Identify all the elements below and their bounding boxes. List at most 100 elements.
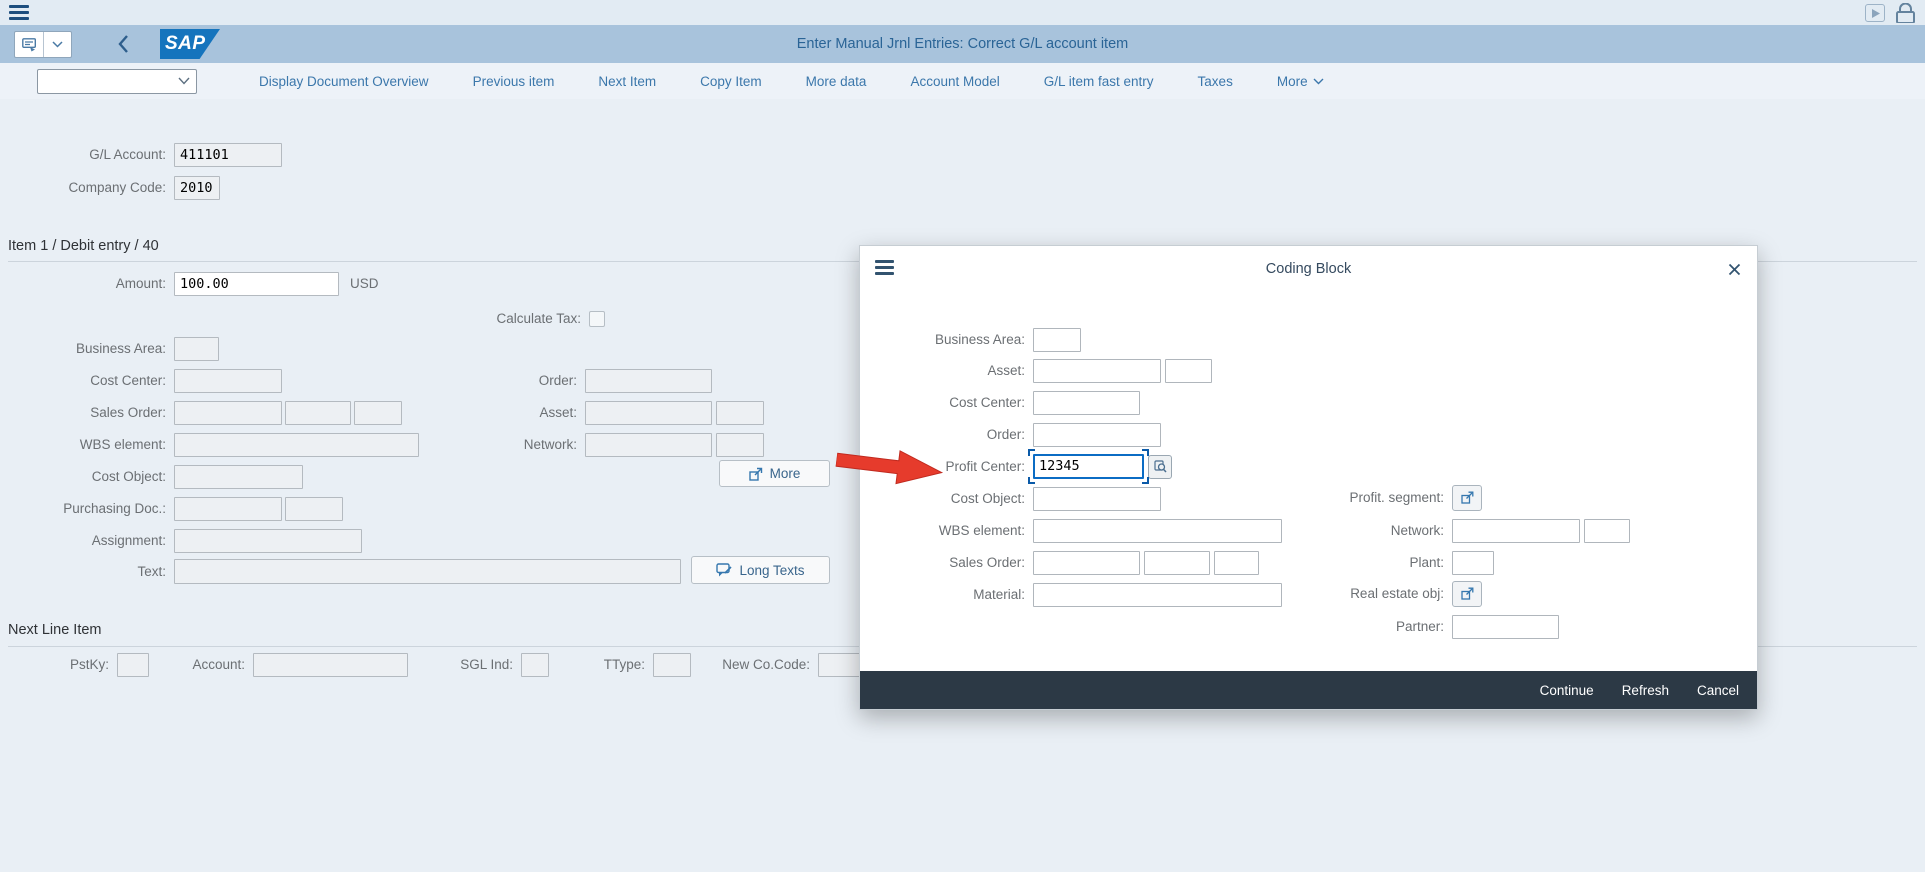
assignment-field[interactable] [174,528,362,553]
command-combobox[interactable] [37,68,197,94]
gui-actions-icon[interactable] [15,32,43,57]
company-code-field[interactable]: 2010 [174,175,220,200]
dlg-sales-order-field[interactable] [1033,550,1140,575]
dialog-hamburger-icon[interactable] [875,260,894,275]
shell-top-bar [0,0,1925,25]
calculate-tax-label: Calculate Tax: [496,311,581,326]
dlg-sales-order-schedule-field[interactable] [1214,550,1259,575]
cancel-button[interactable]: Cancel [1696,682,1739,698]
order-field[interactable] [585,368,712,393]
menu-more[interactable]: More [1277,74,1324,89]
text-field[interactable] [174,559,681,584]
currency-label: USD [350,276,379,291]
dlg-cost-object-field[interactable] [1033,486,1161,511]
new-co-code-field[interactable] [818,652,864,677]
dialog-title: Coding Block [1265,261,1352,277]
network-label: Network: [523,437,577,452]
dlg-order-label: Order: [986,427,1025,442]
back-icon[interactable] [112,33,134,55]
chevron-down-icon [178,77,190,85]
hamburger-icon[interactable] [9,5,29,20]
purchasing-doc-field[interactable] [174,496,282,521]
dlg-network-activity-field[interactable] [1584,518,1630,543]
network-field[interactable] [585,432,712,457]
continue-button[interactable]: Continue [1539,682,1594,698]
sgl-ind-label: SGL Ind: [460,657,513,672]
gui-actions-split-button[interactable] [14,31,72,58]
dlg-wbs-element-label: WBS element: [938,523,1025,538]
sales-order-field[interactable] [174,400,282,425]
toolbar-menu: Display Document Overview Previous item … [259,74,1324,89]
cost-object-field[interactable] [174,464,303,489]
account-field[interactable] [253,652,408,677]
dlg-wbs-element-field[interactable] [1033,518,1282,543]
purchasing-doc-item-field[interactable] [285,496,343,521]
dlg-asset-field[interactable] [1033,358,1161,383]
wbs-element-field[interactable] [174,432,419,457]
chevron-down-icon [1313,78,1324,84]
amount-field[interactable]: 100.00 [174,271,339,296]
lock-icon[interactable] [1895,3,1921,23]
pstky-field[interactable] [117,652,149,677]
dlg-asset-label: Asset: [987,363,1025,378]
menu-next-item[interactable]: Next Item [598,73,657,89]
dlg-plant-field[interactable] [1452,550,1494,575]
play-icon[interactable] [1865,4,1885,22]
network-activity-field[interactable] [716,432,764,457]
long-texts-button[interactable]: Long Texts [691,556,830,584]
value-help-icon[interactable] [1148,454,1172,479]
calculate-tax-checkbox[interactable] [589,310,605,327]
cost-center-field[interactable] [174,368,282,393]
application-toolbar: Display Document Overview Previous item … [0,63,1925,99]
sales-order-schedule-field[interactable] [354,400,402,425]
menu-gl-item-fast-entry[interactable]: G/L item fast entry [1043,73,1154,89]
asset-subnumber-field[interactable] [716,400,764,425]
sales-order-label: Sales Order: [90,405,166,420]
more-button[interactable]: More [719,460,830,487]
menu-display-document-overview[interactable]: Display Document Overview [259,73,429,89]
wbs-element-label: WBS element: [79,437,166,452]
dlg-network-label: Network: [1390,523,1444,538]
asset-field[interactable] [585,400,712,425]
dlg-real-estate-obj-label: Real estate obj: [1350,586,1444,601]
dlg-profit-center-field[interactable]: 12345 [1033,454,1144,479]
dlg-network-field[interactable] [1452,518,1580,543]
close-icon[interactable] [1725,260,1743,278]
real-estate-open-icon[interactable] [1452,580,1482,607]
sap-logo: SAP [160,29,220,59]
dlg-business-area-field[interactable] [1033,327,1081,352]
dropdown-chevron-icon[interactable] [43,32,71,57]
amount-label: Amount: [115,276,166,291]
dlg-cost-center-label: Cost Center: [949,395,1025,410]
dlg-plant-label: Plant: [1409,555,1444,570]
sgl-ind-field[interactable] [521,652,549,677]
ttype-field[interactable] [653,652,691,677]
shell-header-bar: SAP Enter Manual Jrnl Entries: Correct G… [0,25,1925,63]
menu-taxes[interactable]: Taxes [1197,73,1233,89]
purchasing-doc-label: Purchasing Doc.: [63,501,166,516]
dlg-profit-segment-label: Profit. segment: [1349,490,1444,505]
gl-account-label: G/L Account: [89,147,166,162]
menu-account-model[interactable]: Account Model [910,73,1000,89]
refresh-button[interactable]: Refresh [1621,682,1669,698]
profit-segment-open-icon[interactable] [1452,484,1482,511]
dlg-material-field[interactable] [1033,582,1282,607]
sales-order-item-field[interactable] [285,400,351,425]
menu-previous-item[interactable]: Previous item [472,73,555,89]
order-label: Order: [538,373,577,388]
gl-account-field[interactable]: 411101 [174,142,282,167]
business-area-field[interactable] [174,336,219,361]
menu-copy-item[interactable]: Copy Item [700,73,762,89]
dlg-sales-order-label: Sales Order: [949,555,1025,570]
company-code-label: Company Code: [68,180,166,195]
dlg-sales-order-item-field[interactable] [1144,550,1210,575]
assignment-label: Assignment: [91,533,166,548]
dlg-order-field[interactable] [1033,422,1161,447]
cost-center-label: Cost Center: [90,373,166,388]
dlg-partner-field[interactable] [1452,614,1559,639]
menu-more-data[interactable]: More data [805,73,867,89]
dlg-asset-subnumber-field[interactable] [1165,358,1212,383]
page-title: Enter Manual Jrnl Entries: Correct G/L a… [796,36,1129,52]
dlg-cost-center-field[interactable] [1033,390,1140,415]
dialog-footer: Continue Refresh Cancel [860,671,1757,709]
